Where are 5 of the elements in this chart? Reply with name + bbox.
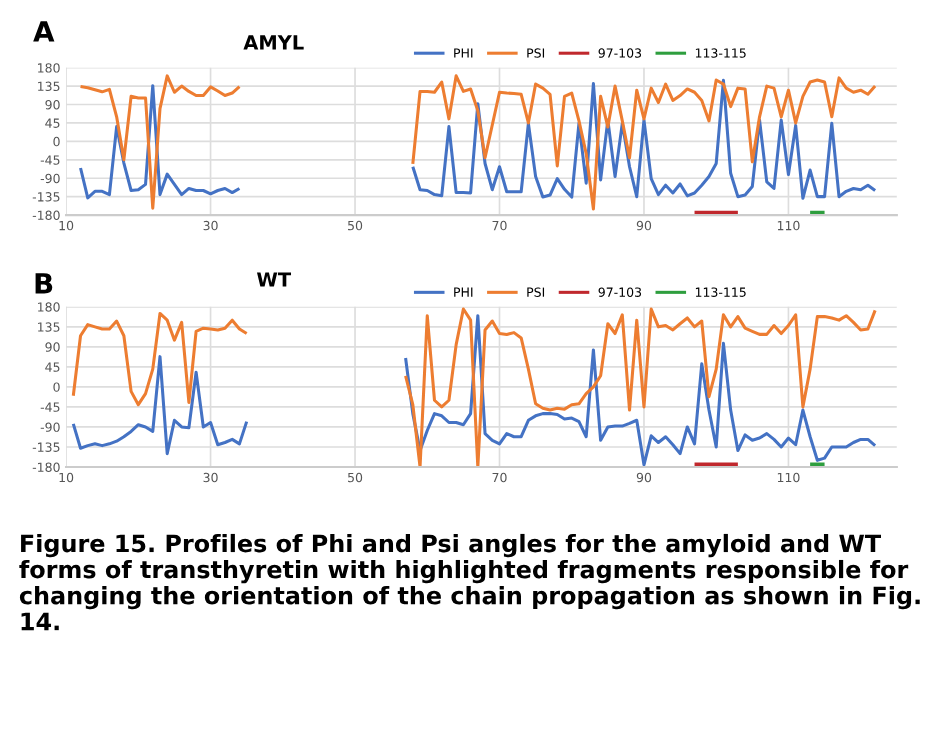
caption: Figure 15. Profiles of Phi and Psi angles for the amyloid and WT forms of transthyretin with highlighted fragments responsible for changing the orientation of the chain propagation as shown in Fig. 14. <box>19 533 920 631</box>
text: A <box>33 21 55 42</box>
chart-title: AMYL <box>243 35 304 50</box>
chart-title: WT <box>256 272 292 287</box>
text: B <box>35 273 53 294</box>
